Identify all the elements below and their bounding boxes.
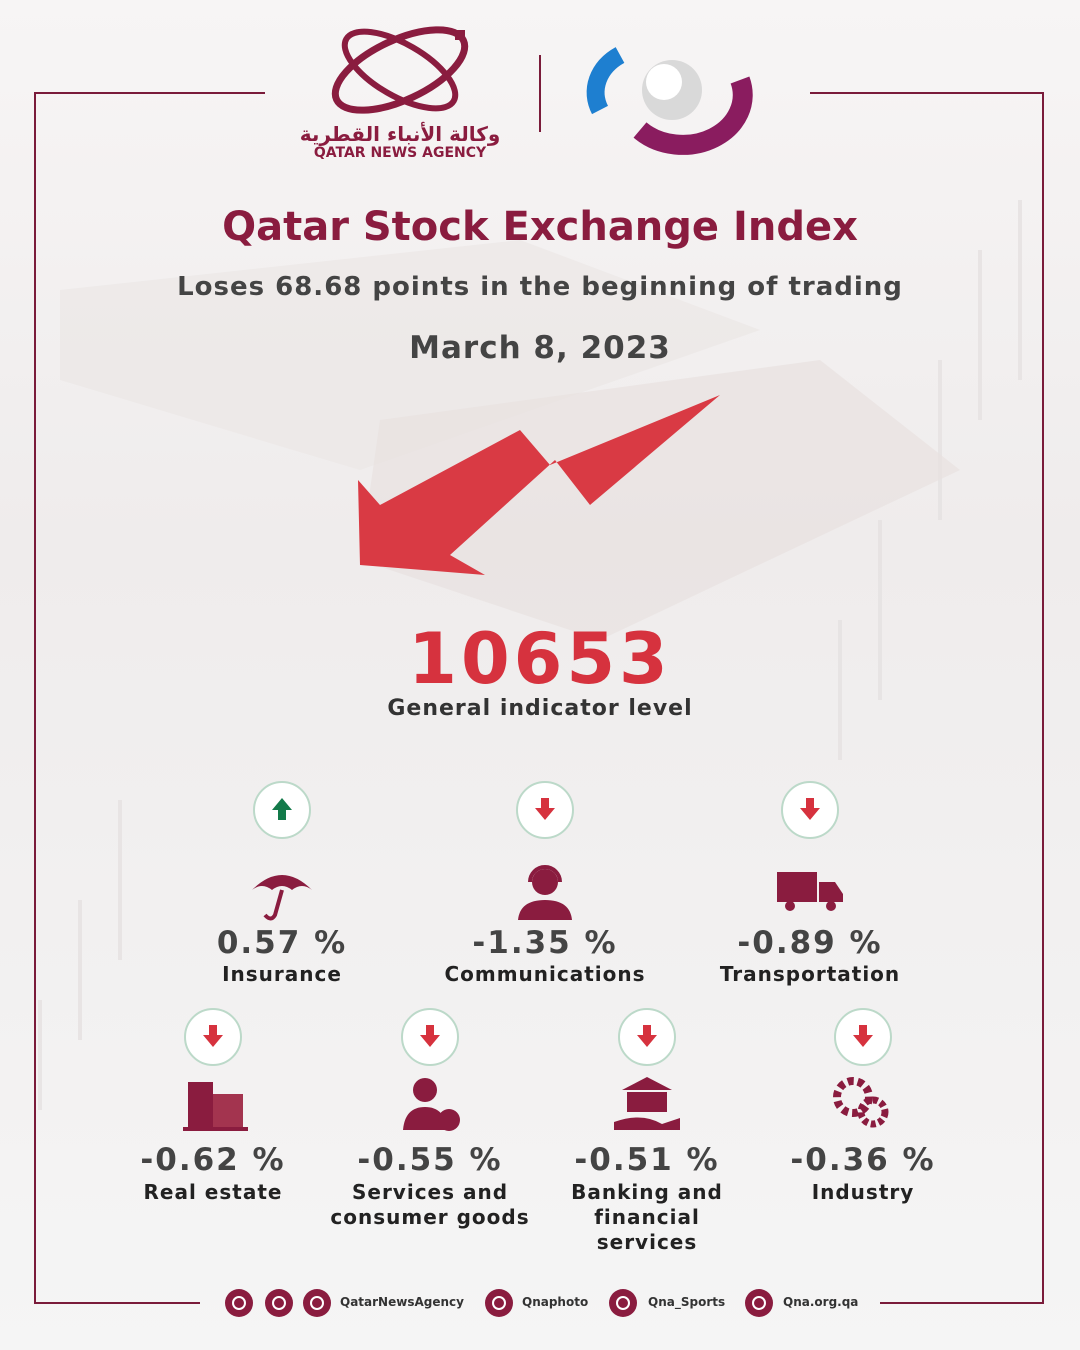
- sector-name: Insurance: [222, 962, 342, 986]
- social-handle: QatarNewsAgency: [340, 1295, 464, 1309]
- sector-icon: [777, 872, 843, 911]
- social-icon: [485, 1289, 513, 1317]
- sector-change: 0.57 %: [216, 925, 348, 961]
- agency-arabic: وكالة الأنباء القطرية: [299, 122, 501, 146]
- sector-change: -0.36 %: [790, 1142, 936, 1178]
- sector-name: Services and consumer goods: [330, 1180, 530, 1229]
- trend-arrow: [618, 1008, 676, 1066]
- social-icon: [745, 1289, 773, 1317]
- social-icon: [609, 1289, 637, 1317]
- sector-icon: [403, 1078, 460, 1131]
- agency-english: QATAR NEWS AGENCY: [313, 145, 487, 161]
- sector-name: Banking and financial services: [571, 1180, 723, 1254]
- sector-icon: [614, 1077, 680, 1130]
- trend-arrow: [184, 1008, 242, 1066]
- sector-icon: [183, 1082, 248, 1131]
- social-handle: Qna_Sports: [648, 1295, 726, 1309]
- trend-arrow: [834, 1008, 892, 1066]
- sector-name: Communications: [444, 962, 646, 986]
- date: March 8, 2023: [409, 330, 671, 366]
- trend-arrow: [401, 1008, 459, 1066]
- sector-change: -0.51 %: [574, 1142, 720, 1178]
- trend-arrow: [253, 781, 311, 839]
- social-handle: Qna.org.qa: [783, 1295, 859, 1309]
- sector-change: -0.62 %: [140, 1142, 286, 1178]
- sector-name: Transportation: [719, 962, 901, 986]
- index-level: 10653: [408, 618, 672, 700]
- social-handle: Qnaphoto: [522, 1295, 589, 1309]
- sector-change: -1.35 %: [472, 925, 618, 961]
- social-icon: [303, 1289, 331, 1317]
- sector-change: -0.55 %: [357, 1142, 503, 1178]
- subtitle: Loses 68.68 points in the beginning of t…: [177, 272, 903, 302]
- trend-arrow: [781, 781, 839, 839]
- sector-icon: [518, 865, 572, 920]
- social-icon: [265, 1289, 293, 1317]
- social-icon: [225, 1289, 253, 1317]
- sector-icon: [833, 1077, 889, 1128]
- sector-icon: [252, 875, 312, 921]
- index-label: General indicator level: [387, 696, 693, 721]
- sector-name: Industry: [811, 1180, 915, 1204]
- sector-change: -0.89 %: [737, 925, 883, 961]
- sector-name: Real estate: [143, 1180, 283, 1204]
- title: Qatar Stock Exchange Index: [222, 204, 858, 250]
- trend-arrow: [516, 781, 574, 839]
